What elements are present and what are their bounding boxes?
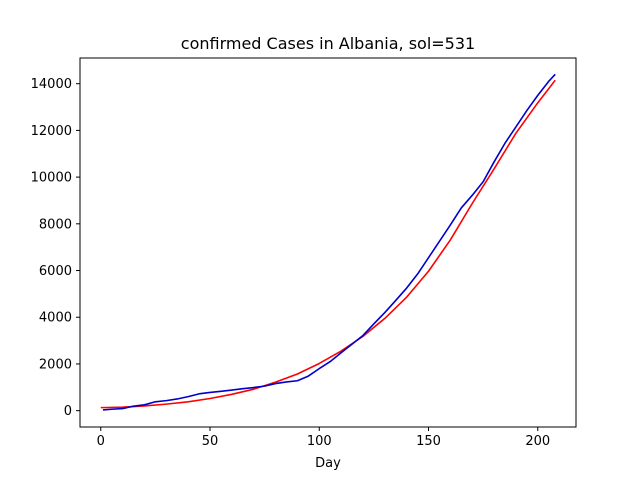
x-tick-label: 200 [525,434,550,449]
y-tick-label: 0 [64,404,72,419]
plot-frame [79,57,577,428]
y-tick-label: 2000 [39,357,72,372]
y-tick-label: 12000 [31,124,72,139]
x-tick-label: 150 [416,434,441,449]
y-tick-label: 8000 [39,217,72,232]
x-axis-label: Day [315,456,341,471]
y-tick-label: 14000 [31,77,72,92]
chart-title: confirmed Cases in Albania, sol=531 [181,34,475,53]
y-axis: 0 2000 4000 6000 8000 10000 12000 14000 [31,77,80,419]
y-tick-label: 4000 [39,311,72,326]
x-tick-label: 0 [97,434,105,449]
y-tick-label: 6000 [39,264,72,279]
x-tick-label: 50 [202,434,219,449]
x-tick-label: 100 [307,434,332,449]
y-tick-label: 10000 [31,171,72,186]
x-axis: 0 50 100 150 200 [97,427,550,449]
series-line-2 [102,73,556,411]
series-line-1 [100,79,556,409]
plot-lines [100,73,556,411]
